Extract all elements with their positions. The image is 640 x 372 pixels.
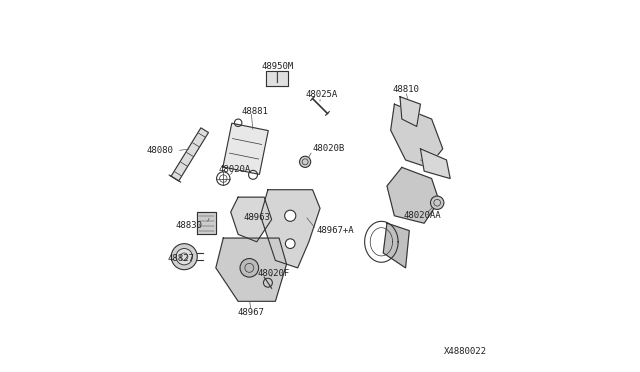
- Circle shape: [431, 196, 444, 209]
- Text: 48950M: 48950M: [261, 62, 293, 71]
- Polygon shape: [400, 97, 420, 126]
- Circle shape: [172, 244, 197, 270]
- Text: 48881: 48881: [241, 107, 268, 116]
- Text: 48827: 48827: [167, 254, 194, 263]
- Text: X4880022: X4880022: [444, 347, 488, 356]
- Polygon shape: [260, 190, 320, 268]
- Polygon shape: [231, 197, 271, 242]
- Polygon shape: [197, 212, 216, 234]
- Text: 48967+A: 48967+A: [316, 226, 354, 235]
- Text: 48020AA: 48020AA: [403, 211, 441, 220]
- Circle shape: [240, 259, 259, 277]
- Polygon shape: [383, 223, 410, 268]
- Text: 48025A: 48025A: [306, 90, 338, 99]
- Polygon shape: [390, 104, 443, 167]
- Polygon shape: [266, 71, 289, 86]
- Text: 48020B: 48020B: [312, 144, 345, 153]
- Text: 48830: 48830: [176, 221, 203, 230]
- Circle shape: [176, 248, 193, 265]
- Text: 48080: 48080: [146, 146, 173, 155]
- Circle shape: [285, 239, 295, 248]
- Polygon shape: [387, 167, 439, 223]
- Polygon shape: [216, 238, 287, 301]
- Circle shape: [300, 156, 310, 167]
- Text: 48810: 48810: [392, 85, 419, 94]
- Polygon shape: [223, 123, 268, 174]
- Text: 48020A: 48020A: [218, 165, 251, 174]
- Text: 48020F: 48020F: [257, 269, 290, 278]
- Text: 48963: 48963: [243, 213, 270, 222]
- Text: 48967: 48967: [237, 308, 264, 317]
- Polygon shape: [420, 149, 450, 179]
- Circle shape: [285, 210, 296, 221]
- Polygon shape: [171, 128, 209, 181]
